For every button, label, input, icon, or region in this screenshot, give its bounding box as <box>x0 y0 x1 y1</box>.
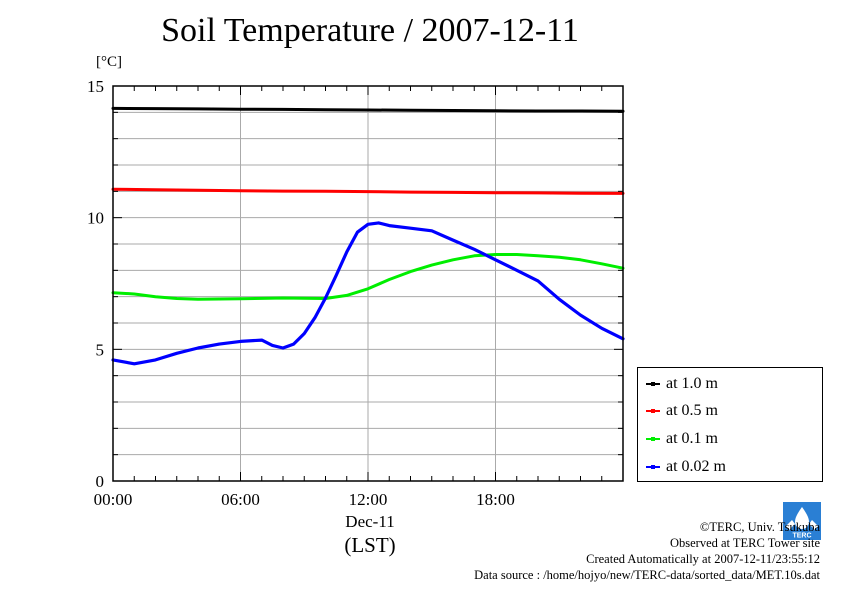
legend-swatch <box>646 465 660 469</box>
y-tick-label: 10 <box>87 209 104 228</box>
chart-title: Soil Temperature / 2007-12-11 <box>161 12 579 49</box>
x-tick-label: 06:00 <box>221 490 260 509</box>
terc-logo: TERC <box>783 502 821 540</box>
legend-item: at 0.02 m <box>646 455 726 479</box>
created-text: Created Automatically at 2007-12-11/23:5… <box>586 552 820 566</box>
x-tick-label: 18:00 <box>476 490 515 509</box>
legend-label: at 1.0 m <box>666 375 718 392</box>
legend-item: at 0.1 m <box>646 427 718 451</box>
grid <box>113 86 623 481</box>
legend: at 1.0 m at 0.5 m at 0.1 m at 0.02 m <box>637 367 823 482</box>
svg-text:TERC: TERC <box>792 533 811 540</box>
copyright-text: ©TERC, Univ. Tsukuba <box>699 520 820 534</box>
series-line <box>111 106 625 113</box>
series-layer <box>111 106 625 366</box>
legend-label: at 0.5 m <box>666 402 718 419</box>
legend-item: at 0.5 m <box>646 399 718 423</box>
data-source-text: Data source : /home/hojyo/new/TERC-data/… <box>474 568 820 582</box>
legend-item: at 1.0 m <box>646 372 718 396</box>
series-line <box>111 221 625 366</box>
legend-swatch <box>646 382 660 386</box>
observation-site-text: Observed at TERC Tower site <box>669 536 820 550</box>
legend-label: at 0.1 m <box>666 430 718 447</box>
x-tick-label: 00:00 <box>94 490 133 509</box>
x-axis-date-label: Dec-11 <box>345 512 395 531</box>
series-line <box>111 253 625 301</box>
y-tick-label: 5 <box>96 340 105 359</box>
y-tick-label: 0 <box>96 472 105 491</box>
axes: 0 5 10 15 00:00 06:00 12:00 18:00 <box>87 77 624 509</box>
x-tick-label: 12:00 <box>349 490 388 509</box>
legend-swatch <box>646 437 660 441</box>
x-axis-label: (LST) <box>344 533 396 557</box>
series-line <box>111 187 625 195</box>
credits: ©TERC, Univ. Tsukuba Observed at TERC To… <box>474 519 820 583</box>
y-tick-label: 15 <box>87 77 104 96</box>
legend-label: at 0.02 m <box>666 458 726 475</box>
legend-swatch <box>646 409 660 413</box>
y-axis-unit-label: [°C] <box>96 54 122 70</box>
